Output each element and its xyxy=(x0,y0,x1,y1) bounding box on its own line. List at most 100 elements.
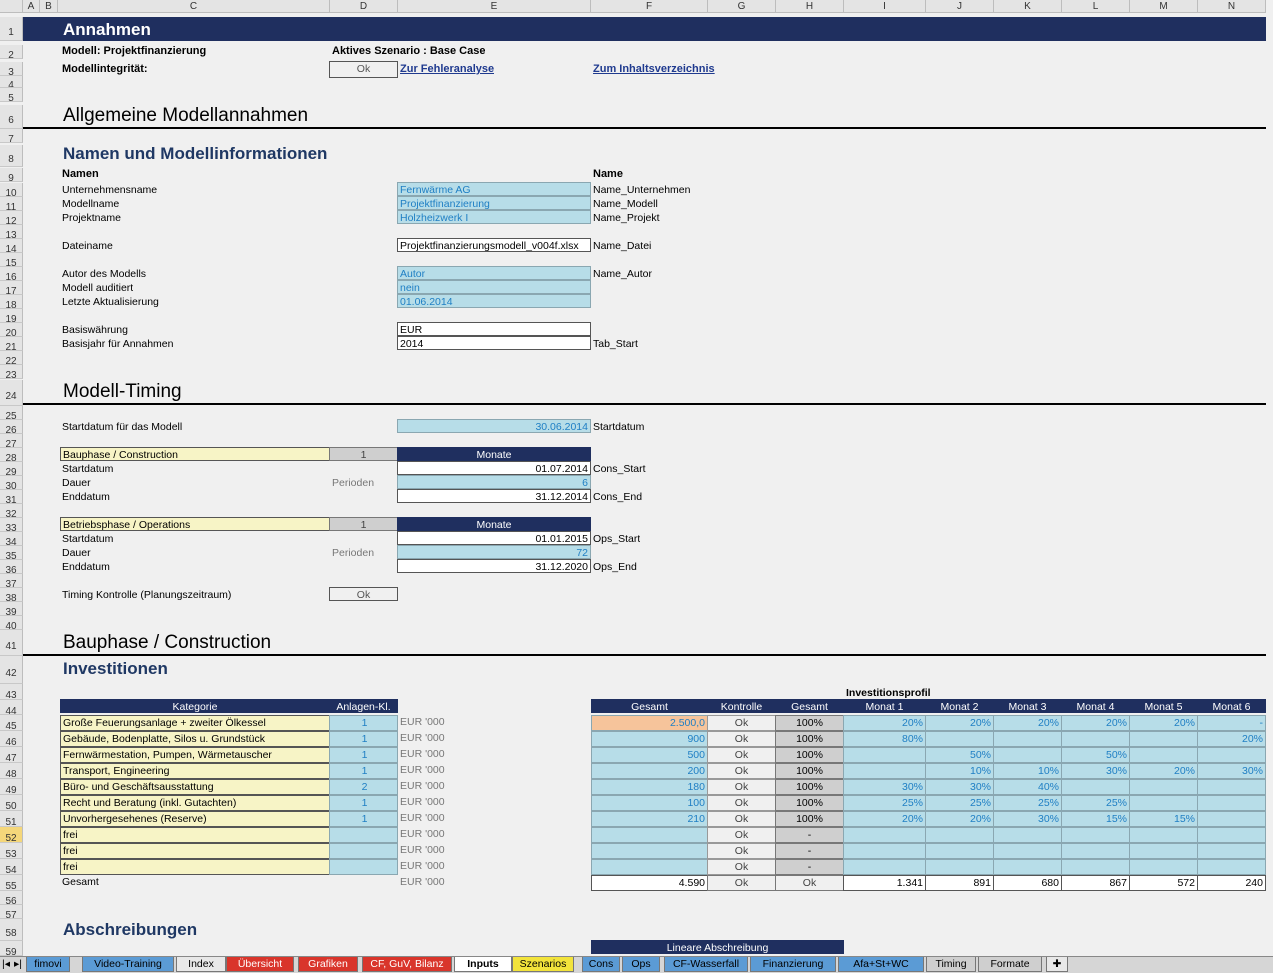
author-input[interactable]: Autor xyxy=(397,266,591,280)
new-sheet-icon[interactable]: ✚ xyxy=(1046,957,1068,972)
invest-asset-class[interactable]: 1 xyxy=(329,795,398,811)
row-header[interactable]: 47 xyxy=(0,747,23,763)
column-header[interactable]: A xyxy=(23,0,40,13)
select-all-corner[interactable] xyxy=(0,0,23,13)
sheet-tab[interactable]: Cons xyxy=(582,957,620,972)
invest-month-share[interactable] xyxy=(925,731,994,747)
invest-category[interactable]: Recht und Beratung (inkl. Gutachten) xyxy=(60,795,330,811)
invest-month-share[interactable]: 20% xyxy=(993,715,1062,731)
column-header[interactable]: N xyxy=(1198,0,1266,13)
column-header[interactable]: F xyxy=(591,0,708,13)
row-header[interactable]: 6 xyxy=(0,105,23,129)
invest-month-share[interactable]: 20% xyxy=(843,715,926,731)
row-header[interactable]: 55 xyxy=(0,875,23,891)
invest-total[interactable]: 2.500,0 xyxy=(591,715,708,731)
invest-month-share[interactable] xyxy=(1129,747,1198,763)
invest-category[interactable]: Fernwärmestation, Pumpen, Wärmetauscher xyxy=(60,747,330,763)
row-header[interactable]: 26 xyxy=(0,420,23,434)
sheet-tab[interactable]: CF, GuV, Bilanz xyxy=(362,957,452,972)
invest-month-share[interactable]: 20% xyxy=(925,715,994,731)
row-header[interactable]: 1 xyxy=(0,17,23,41)
column-header[interactable]: C xyxy=(58,0,330,13)
column-header[interactable]: K xyxy=(994,0,1062,13)
row-header[interactable]: 35 xyxy=(0,546,23,560)
row-header[interactable]: 31 xyxy=(0,490,23,504)
invest-month-share[interactable] xyxy=(843,859,926,875)
invest-month-share[interactable] xyxy=(1061,827,1130,843)
invest-month-share[interactable] xyxy=(993,859,1062,875)
row-header[interactable]: 49 xyxy=(0,779,23,795)
row-header[interactable]: 28 xyxy=(0,448,23,462)
invest-total[interactable]: 180 xyxy=(591,779,708,795)
row-header[interactable]: 43 xyxy=(0,684,23,700)
cons-phase-flag[interactable]: 1 xyxy=(329,447,398,461)
invest-month-share[interactable]: 50% xyxy=(925,747,994,763)
row-header[interactable]: 4 xyxy=(0,76,23,88)
invest-month-share[interactable] xyxy=(1129,859,1198,875)
invest-month-share[interactable]: 20% xyxy=(1197,731,1266,747)
invest-total[interactable]: 500 xyxy=(591,747,708,763)
row-header[interactable]: 19 xyxy=(0,309,23,323)
invest-month-share[interactable]: 30% xyxy=(1061,763,1130,779)
row-header[interactable]: 29 xyxy=(0,462,23,476)
row-header[interactable]: 34 xyxy=(0,532,23,546)
invest-month-share[interactable] xyxy=(1197,843,1266,859)
row-header[interactable]: 50 xyxy=(0,795,23,811)
row-header[interactable]: 12 xyxy=(0,211,23,225)
invest-month-share[interactable] xyxy=(993,827,1062,843)
row-header[interactable]: 7 xyxy=(0,129,23,143)
row-header[interactable]: 5 xyxy=(0,88,23,102)
invest-category[interactable]: Große Feuerungsanlage + zweiter Ölkessel xyxy=(60,715,330,731)
invest-month-share[interactable]: 25% xyxy=(993,795,1062,811)
modelname-input[interactable]: Projektfinanzierung xyxy=(397,196,591,210)
timing-check-button[interactable]: Ok xyxy=(329,587,398,601)
invest-asset-class[interactable]: 2 xyxy=(329,779,398,795)
row-header[interactable]: 56 xyxy=(0,891,23,905)
invest-month-share[interactable]: 15% xyxy=(1129,811,1198,827)
row-header[interactable]: 52 xyxy=(0,827,23,843)
cons-duration-input[interactable]: 6 xyxy=(397,475,591,489)
row-header[interactable]: 37 xyxy=(0,574,23,588)
sheet-tab[interactable]: Afa+St+WC xyxy=(838,957,924,972)
row-header[interactable]: 15 xyxy=(0,253,23,267)
invest-category[interactable]: Unvorhergesehenes (Reserve) xyxy=(60,811,330,827)
invest-month-share[interactable] xyxy=(843,843,926,859)
invest-month-share[interactable] xyxy=(925,843,994,859)
column-header[interactable]: I xyxy=(844,0,926,13)
row-header[interactable]: 30 xyxy=(0,476,23,490)
row-header[interactable]: 8 xyxy=(0,145,23,167)
invest-category[interactable]: Transport, Engineering xyxy=(60,763,330,779)
row-header[interactable]: 16 xyxy=(0,267,23,281)
row-header[interactable]: 11 xyxy=(0,197,23,211)
invest-month-share[interactable] xyxy=(925,859,994,875)
invest-month-share[interactable] xyxy=(1061,731,1130,747)
row-header[interactable]: 42 xyxy=(0,656,23,684)
tab-nav-last[interactable]: ▸| xyxy=(12,957,24,972)
invest-month-share[interactable]: 30% xyxy=(993,811,1062,827)
row-header[interactable]: 53 xyxy=(0,843,23,859)
row-header[interactable]: 46 xyxy=(0,731,23,747)
invest-asset-class[interactable]: 1 xyxy=(329,811,398,827)
company-input[interactable]: Fernwärme AG xyxy=(397,182,591,196)
column-header[interactable]: B xyxy=(40,0,58,13)
invest-asset-class[interactable]: 1 xyxy=(329,715,398,731)
row-header[interactable]: 33 xyxy=(0,518,23,532)
invest-month-share[interactable]: 15% xyxy=(1061,811,1130,827)
row-header[interactable]: 32 xyxy=(0,504,23,518)
row-header[interactable]: 48 xyxy=(0,763,23,779)
project-input[interactable]: Holzheizwerk I xyxy=(397,210,591,224)
invest-month-share[interactable]: 30% xyxy=(925,779,994,795)
invest-month-share[interactable] xyxy=(1197,859,1266,875)
invest-month-share[interactable] xyxy=(843,763,926,779)
invest-month-share[interactable]: 10% xyxy=(993,763,1062,779)
invest-total[interactable]: 210 xyxy=(591,811,708,827)
invest-month-share[interactable]: 25% xyxy=(1061,795,1130,811)
ops-duration-input[interactable]: 72 xyxy=(397,545,591,559)
tab-nav-first[interactable]: |◂ xyxy=(0,957,12,972)
invest-category[interactable]: Gebäude, Bodenplatte, Silos u. Grundstüc… xyxy=(60,731,330,747)
invest-month-share[interactable] xyxy=(1129,795,1198,811)
invest-month-share[interactable]: 30% xyxy=(1197,763,1266,779)
row-header[interactable]: 51 xyxy=(0,811,23,827)
audited-input[interactable]: nein xyxy=(397,280,591,294)
